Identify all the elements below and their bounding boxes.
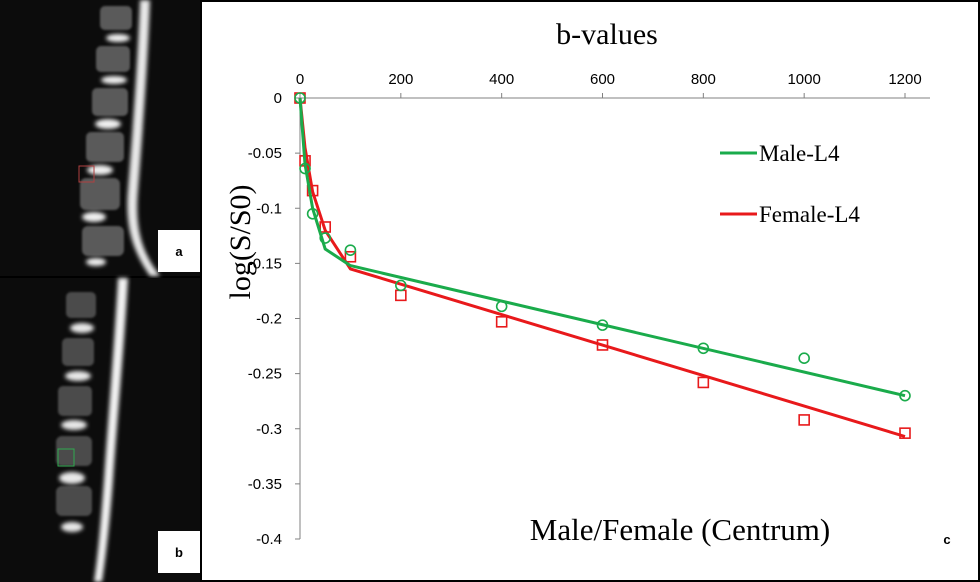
x-tick-label: 400 (489, 71, 514, 88)
data-point-female (697, 376, 710, 389)
data-point-male (299, 162, 311, 175)
data-point-female (596, 339, 609, 351)
chart-panel: b-values 0 200 400 600 800 1000 1200 0 -0.05 -0.… (202, 2, 978, 580)
y-tick-label: -0.1 (256, 200, 282, 217)
y-tick-label: -0.35 (248, 476, 282, 493)
data-point-male (395, 279, 407, 292)
y-axis-label: log(S/S0) (224, 184, 257, 299)
x-tick-label: 0 (296, 71, 304, 88)
panel-label-c: c (943, 532, 950, 547)
data-point-male (798, 352, 810, 364)
y-tick-label: -0.2 (256, 311, 282, 328)
x-tick-label: 600 (590, 71, 615, 88)
y-tick-label: -0.15 (248, 255, 282, 272)
chart-title: b-values (556, 18, 658, 51)
x-tick-label: 200 (388, 71, 413, 88)
chart-caption: Male/Female (Centrum) (530, 512, 830, 547)
data-point-female (344, 250, 357, 263)
legend: Male-L4 Female-L4 (720, 141, 860, 227)
data-point-male (697, 342, 710, 355)
x-tick-label: 1000 (787, 71, 820, 88)
fit-line-male (298, 97, 906, 398)
legend-label-male: Male-L4 (759, 141, 840, 166)
data-point-male (596, 319, 609, 331)
mri-sagittal-images (0, 0, 200, 582)
x-tick-label: 800 (691, 71, 716, 88)
data-point-female (395, 289, 407, 302)
y-tick-label: -0.4 (256, 531, 282, 548)
data-point-female (495, 316, 508, 328)
data-point-female (899, 427, 911, 439)
series-layer (294, 92, 911, 439)
panel-label-b: b (158, 531, 200, 573)
data-point-male (495, 300, 508, 313)
series-male (294, 92, 911, 402)
x-axis-ticks: 0 200 400 600 800 1000 1200 (296, 71, 922, 98)
panel-label-a: a (158, 230, 200, 272)
data-point-female (306, 184, 319, 197)
mri-image-a (0, 0, 200, 276)
roi-male (57, 448, 75, 467)
y-tick-label: -0.3 (256, 421, 282, 438)
y-tick-label: 0 (274, 90, 282, 107)
data-point-female (798, 414, 810, 426)
y-tick-label: -0.25 (248, 366, 282, 383)
chart: b-values 0 200 400 600 800 1000 1200 0 -0.05 -0.… (224, 18, 951, 548)
x-tick-label: 1200 (888, 71, 921, 88)
data-point-male (306, 207, 319, 220)
y-tick-label: -0.05 (248, 145, 282, 162)
data-point-female (319, 221, 332, 233)
roi-female (78, 165, 95, 183)
legend-label-female: Female-L4 (759, 202, 860, 227)
y-axis-ticks: 0 -0.05 -0.1 -0.15 -0.2 -0.25 -0.3 -0.35 -0.4 (248, 90, 300, 548)
data-point-male (899, 389, 911, 402)
data-point-male (344, 244, 357, 256)
data-point-male (319, 232, 332, 244)
data-point-male (294, 92, 306, 104)
